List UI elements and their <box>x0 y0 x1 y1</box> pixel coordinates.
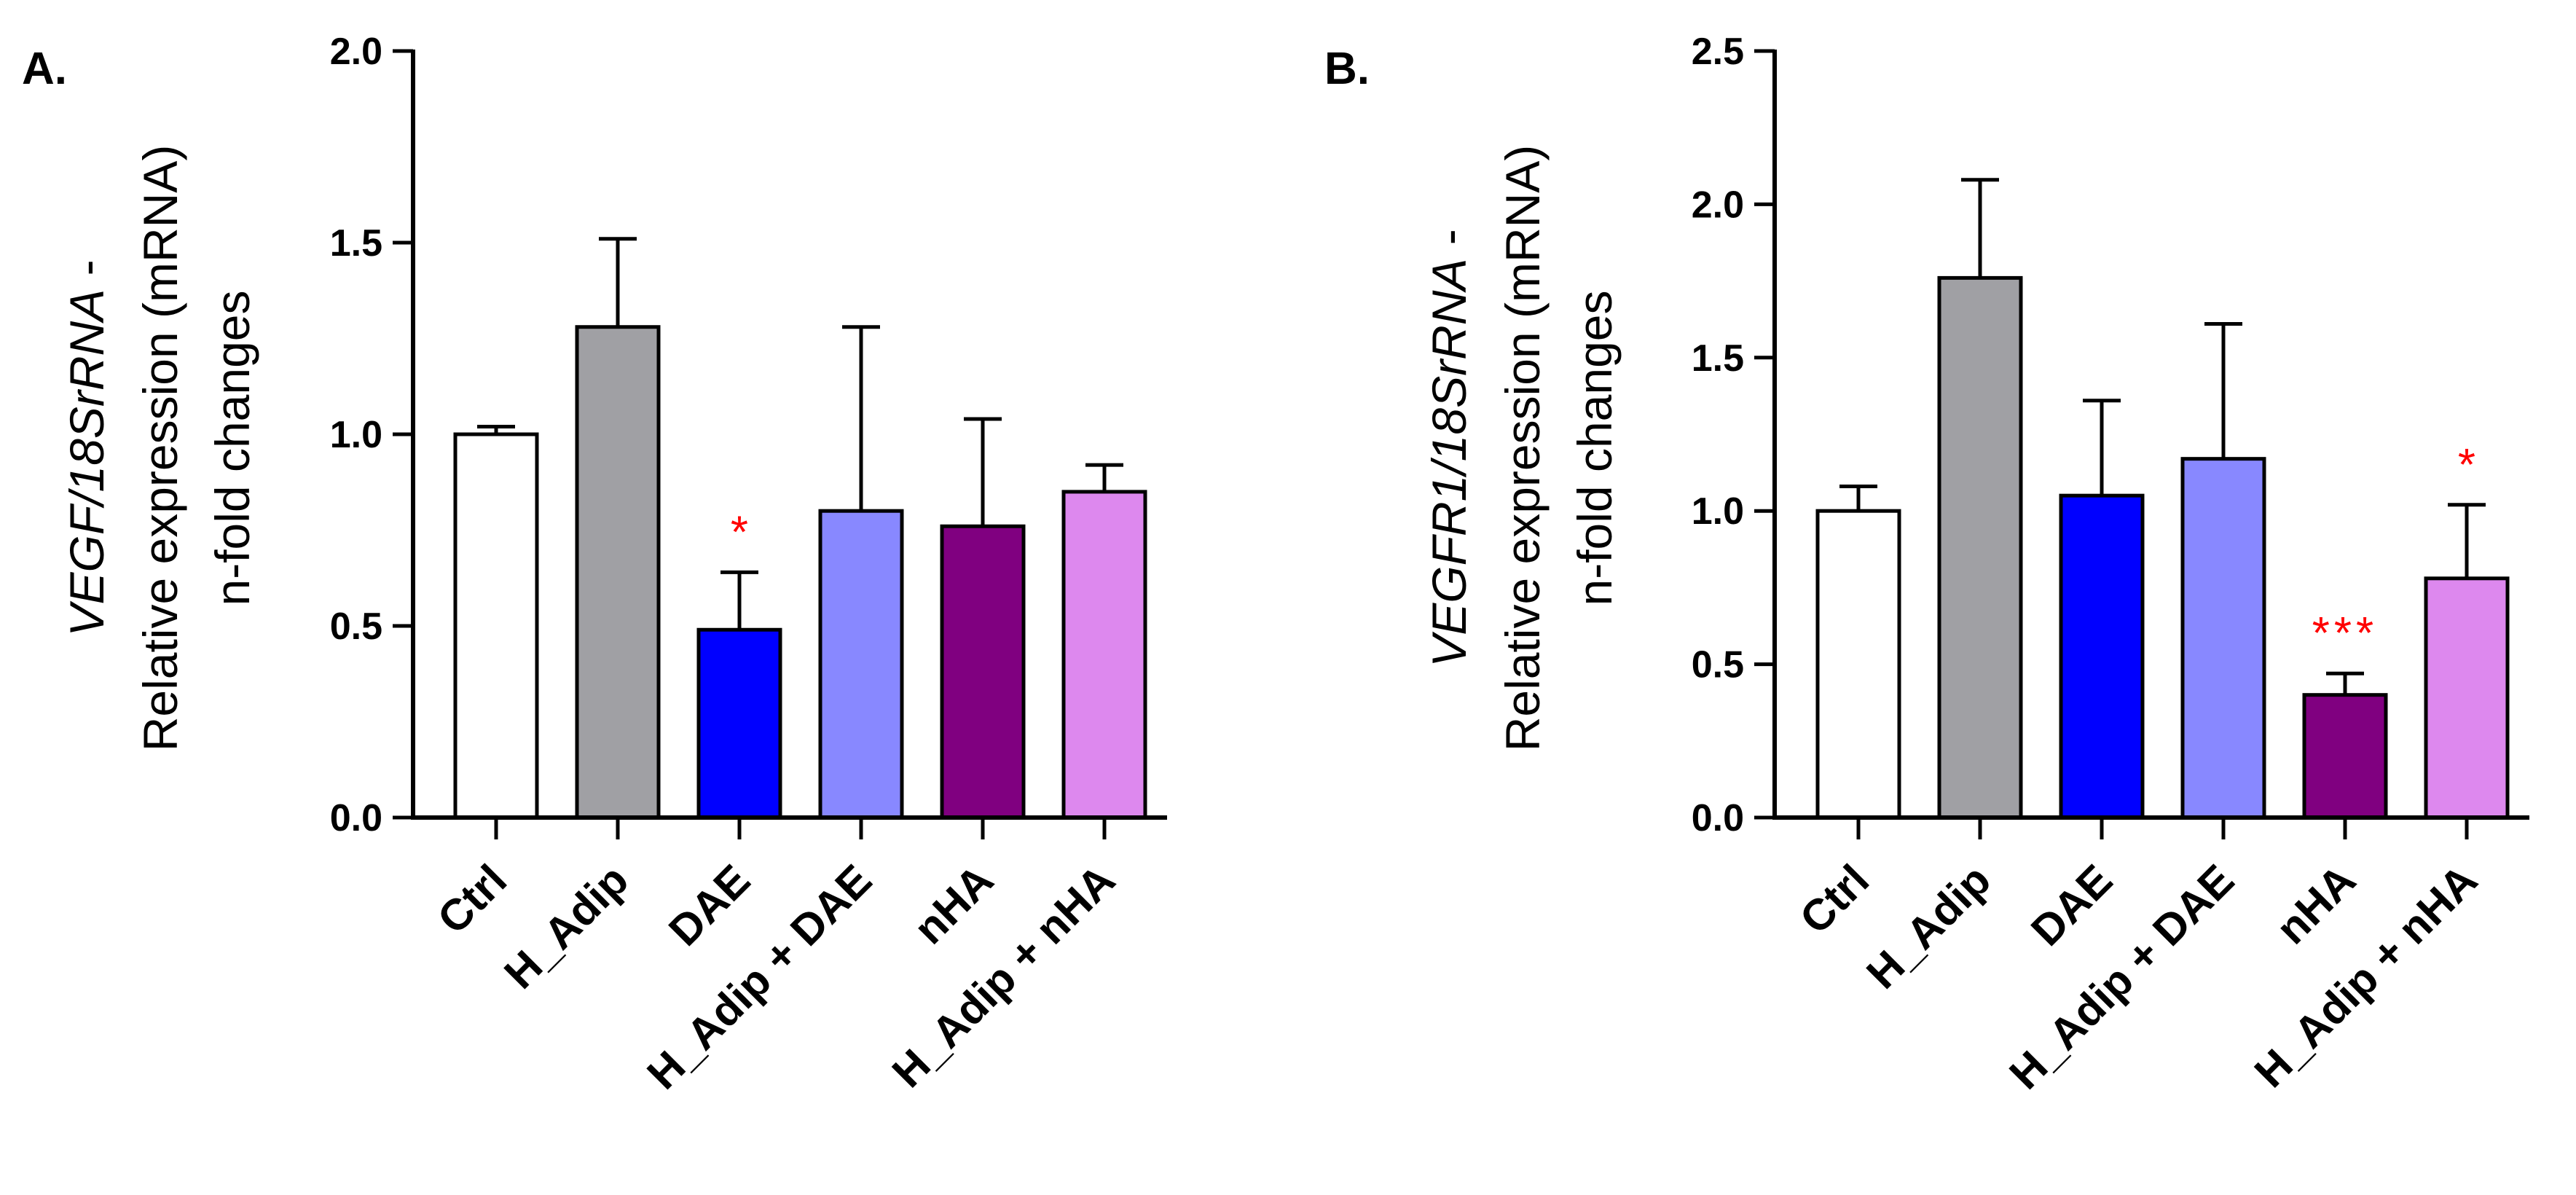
significance-marker: * <box>2458 440 2475 490</box>
y-tick-label: 2.0 <box>330 31 382 73</box>
bar-nha <box>2302 693 2388 820</box>
y-tick-label: 0.0 <box>330 797 382 839</box>
y-axis-gene-label: VEGFR1/18SrRNA <box>1422 259 1476 667</box>
x-tick-label: Ctrl <box>1791 855 1878 943</box>
x-tick-label: DAE <box>659 855 759 955</box>
bar-ctrl <box>1815 509 1901 820</box>
bar-h-adip-dae <box>2180 457 2266 820</box>
panel-a-chart: A.VEGF/18SrRNA - Relative expression (mRN… <box>22 31 1167 1099</box>
y-axis-title-line-3: n-fold changes <box>205 291 259 606</box>
y-tick-label: 0.0 <box>1692 797 1744 839</box>
bar-h-adip <box>575 325 661 820</box>
bar-dae <box>696 627 782 820</box>
bar-nha <box>940 524 1026 820</box>
y-tick-label: 2.0 <box>1692 184 1744 226</box>
y-tick-label: 1.5 <box>330 222 382 265</box>
x-tick-label: DAE <box>2022 855 2121 955</box>
y-axis-title-line-1: VEGFR1/18SrRNA - <box>1422 229 1476 667</box>
bar-h-adip-dae <box>818 509 904 820</box>
x-tick-label: H_Adip <box>1857 855 2000 998</box>
bar-h-adip-nha <box>1061 490 1147 820</box>
y-axis-dash: - <box>1422 229 1476 258</box>
y-tick-label: 0.5 <box>1692 644 1744 686</box>
bar-h-adip-nha <box>2424 576 2510 820</box>
panel-label: B. <box>1324 44 1370 94</box>
panel-label: A. <box>22 44 67 94</box>
bar-h-adip <box>1937 275 2023 820</box>
x-tick-label: nHA <box>905 855 1003 954</box>
x-tick-label: nHA <box>2267 855 2365 954</box>
x-tick-label: H_Adip + DAE <box>2000 855 2243 1099</box>
y-tick-label: 0.5 <box>330 606 382 648</box>
x-tick-label: H_Adip + nHA <box>883 855 1124 1097</box>
significance-marker: * <box>731 507 748 557</box>
x-tick-label: H_Adip + DAE <box>637 855 881 1099</box>
y-tick-label: 2.5 <box>1692 31 1744 73</box>
x-tick-label: H_Adip + nHA <box>2245 855 2486 1097</box>
y-axis-title-line-2: Relative expression (mRNA) <box>133 145 187 752</box>
y-axis-title-line-2: Relative expression (mRNA) <box>1496 145 1550 752</box>
bar-ctrl <box>453 432 539 820</box>
significance-marker: *** <box>2312 608 2378 659</box>
y-axis-title-line-3: n-fold changes <box>1568 291 1622 606</box>
x-tick-label: H_Adip <box>495 855 637 998</box>
bar-dae <box>2059 493 2145 820</box>
y-axis-gene-label: VEGF/18SrRNA <box>60 289 114 637</box>
y-tick-label: 1.5 <box>1692 337 1744 380</box>
y-axis-dash: - <box>60 259 114 289</box>
y-tick-label: 1.0 <box>1692 490 1744 533</box>
y-axis-title-line-1: VEGF/18SrRNA - <box>60 259 114 636</box>
y-tick-label: 1.0 <box>330 414 382 456</box>
x-tick-label: Ctrl <box>428 855 516 943</box>
panel-b-chart: B.VEGFR1/18SrRNA - Relative expression (m… <box>1324 31 2529 1099</box>
